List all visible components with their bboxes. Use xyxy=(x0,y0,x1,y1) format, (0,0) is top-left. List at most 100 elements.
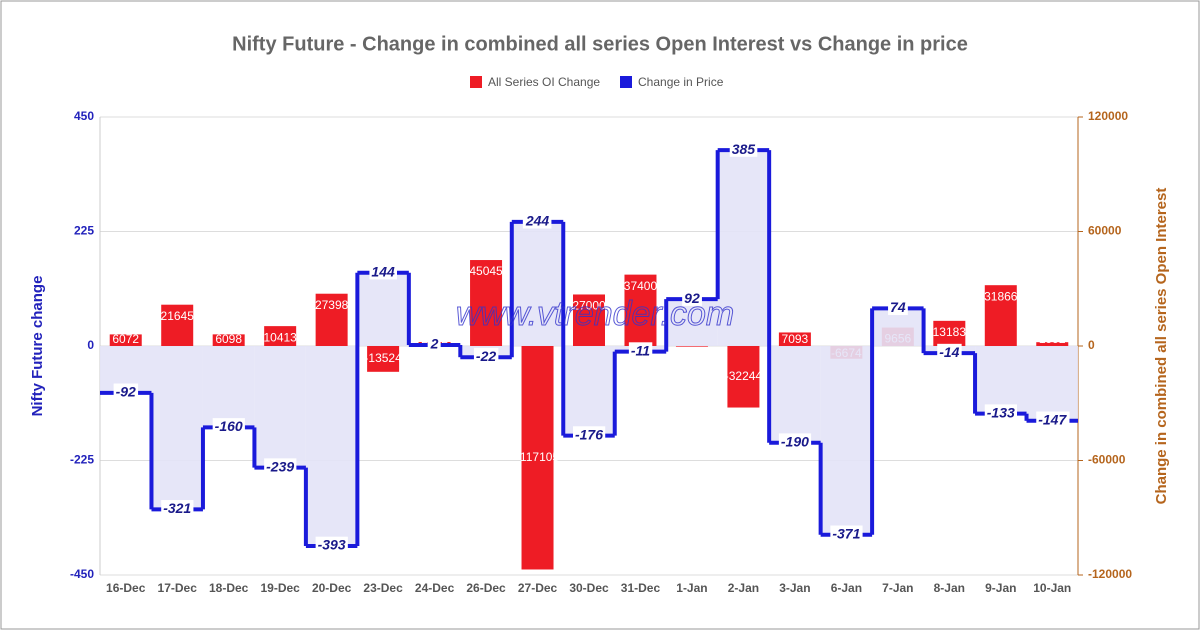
x-tick-label: 19-Dec xyxy=(260,581,300,595)
bar xyxy=(521,346,554,570)
price-value-label: -176 xyxy=(575,426,603,442)
bar-value-label: -117105 xyxy=(516,450,559,464)
price-area xyxy=(357,272,409,346)
x-tick-label: 23-Dec xyxy=(363,581,403,595)
bar-value-label: 13183 xyxy=(933,325,967,339)
bar-value-label: 7093 xyxy=(782,332,809,346)
x-tick-label: 17-Dec xyxy=(158,581,198,595)
x-tick-label: 10-Jan xyxy=(1033,581,1071,595)
price-area xyxy=(666,299,718,346)
label-bg xyxy=(427,335,441,352)
price-value-label: -371 xyxy=(832,526,860,542)
label-bg xyxy=(315,536,348,553)
y-tick-label: -225 xyxy=(70,453,94,467)
bar-value-label: 1992 xyxy=(1039,332,1066,346)
bar xyxy=(367,346,400,372)
x-tick-label: 6-Jan xyxy=(831,581,862,595)
price-area xyxy=(975,346,1027,414)
label-bg xyxy=(473,347,499,364)
x-tick-label: 26-Dec xyxy=(466,581,506,595)
y-tick-label: 0 xyxy=(87,338,94,352)
bar xyxy=(264,326,297,346)
price-value-label: -14 xyxy=(939,344,959,360)
y2-axis-title: Change in combined all series Open Inter… xyxy=(1153,188,1170,505)
y2-tick-label: -60000 xyxy=(1088,453,1126,467)
price-area xyxy=(1026,346,1078,421)
label-bg xyxy=(888,299,908,316)
bar xyxy=(933,320,966,346)
label-bg xyxy=(161,500,194,517)
bar-value-label: 37400 xyxy=(624,279,658,293)
y-tick-label: 225 xyxy=(74,224,94,238)
label-bg xyxy=(937,343,962,360)
bar-value-label: -32244 xyxy=(725,369,763,383)
price-value-label: -133 xyxy=(987,404,1015,420)
bar xyxy=(624,274,657,346)
label-bg xyxy=(369,263,397,280)
label-bg xyxy=(113,383,139,400)
price-value-label: 92 xyxy=(684,290,700,306)
label-bg xyxy=(572,426,606,443)
bar-value-label: 21645 xyxy=(161,309,195,323)
x-tick-label: 2-Jan xyxy=(728,581,759,595)
price-value-label: -22 xyxy=(476,348,496,364)
y-tick-label: 450 xyxy=(74,109,94,123)
bar xyxy=(1036,342,1069,346)
x-tick-label: 18-Dec xyxy=(209,581,249,595)
price-area xyxy=(717,150,770,346)
bar-value-label: 10413 xyxy=(263,330,297,344)
label-bg xyxy=(984,404,1018,421)
price-area xyxy=(820,346,873,535)
label-bg xyxy=(1036,411,1070,428)
price-value-label: -393 xyxy=(318,537,346,553)
chart-title: Nifty Future - Change in combined all se… xyxy=(232,33,968,55)
price-area xyxy=(563,346,615,436)
x-tick-label: 8-Jan xyxy=(934,581,965,595)
price-value-label: 144 xyxy=(371,263,395,279)
bar-value-label: 6072 xyxy=(112,332,139,346)
label-bg xyxy=(682,289,702,306)
x-tick-label: 24-Dec xyxy=(415,581,455,595)
price-area xyxy=(769,346,821,443)
price-value-label: -239 xyxy=(266,458,294,474)
legend-label: Change in Price xyxy=(638,75,724,89)
bar-value-label: 27398 xyxy=(315,298,349,312)
x-tick-label: 30-Dec xyxy=(569,581,609,595)
x-tick-label: 9-Jan xyxy=(985,581,1016,595)
y2-tick-label: 0 xyxy=(1088,338,1095,352)
price-value-label: -160 xyxy=(215,418,243,434)
bar-value-label: -339 xyxy=(680,346,704,360)
watermark: www.vtrender.com xyxy=(456,295,734,333)
label-bg xyxy=(212,418,245,435)
bar-value-label: 45045 xyxy=(469,264,503,278)
label-bg xyxy=(628,342,653,359)
price-area xyxy=(254,346,306,468)
price-area xyxy=(305,346,358,546)
y-tick-label: -450 xyxy=(70,567,94,581)
label-bg xyxy=(778,433,812,450)
x-tick-label: 16-Dec xyxy=(106,581,146,595)
bar xyxy=(778,332,811,346)
legend-swatch xyxy=(470,76,482,88)
label-bg xyxy=(729,140,758,157)
price-value-label: -190 xyxy=(781,433,809,449)
x-tick-label: 1-Jan xyxy=(676,581,707,595)
legend-swatch xyxy=(620,76,632,88)
y2-tick-label: -120000 xyxy=(1088,567,1132,581)
legend-label: All Series OI Change xyxy=(488,75,600,89)
x-tick-label: 31-Dec xyxy=(621,581,661,595)
bar xyxy=(212,334,245,346)
bar-value-label: 31866 xyxy=(984,289,1018,303)
y-axis-title: Nifty Future change xyxy=(29,276,46,417)
x-tick-label: 7-Jan xyxy=(882,581,913,595)
price-value-label: 385 xyxy=(732,141,756,157)
price-value-label: 2 xyxy=(430,336,439,352)
x-tick-label: 20-Dec xyxy=(312,581,352,595)
price-value-label: 244 xyxy=(525,213,550,229)
x-tick-label: 27-Dec xyxy=(518,581,558,595)
bar xyxy=(109,334,142,346)
price-area xyxy=(151,346,203,510)
bar xyxy=(161,304,194,346)
price-area xyxy=(202,346,255,428)
bar xyxy=(573,294,605,346)
